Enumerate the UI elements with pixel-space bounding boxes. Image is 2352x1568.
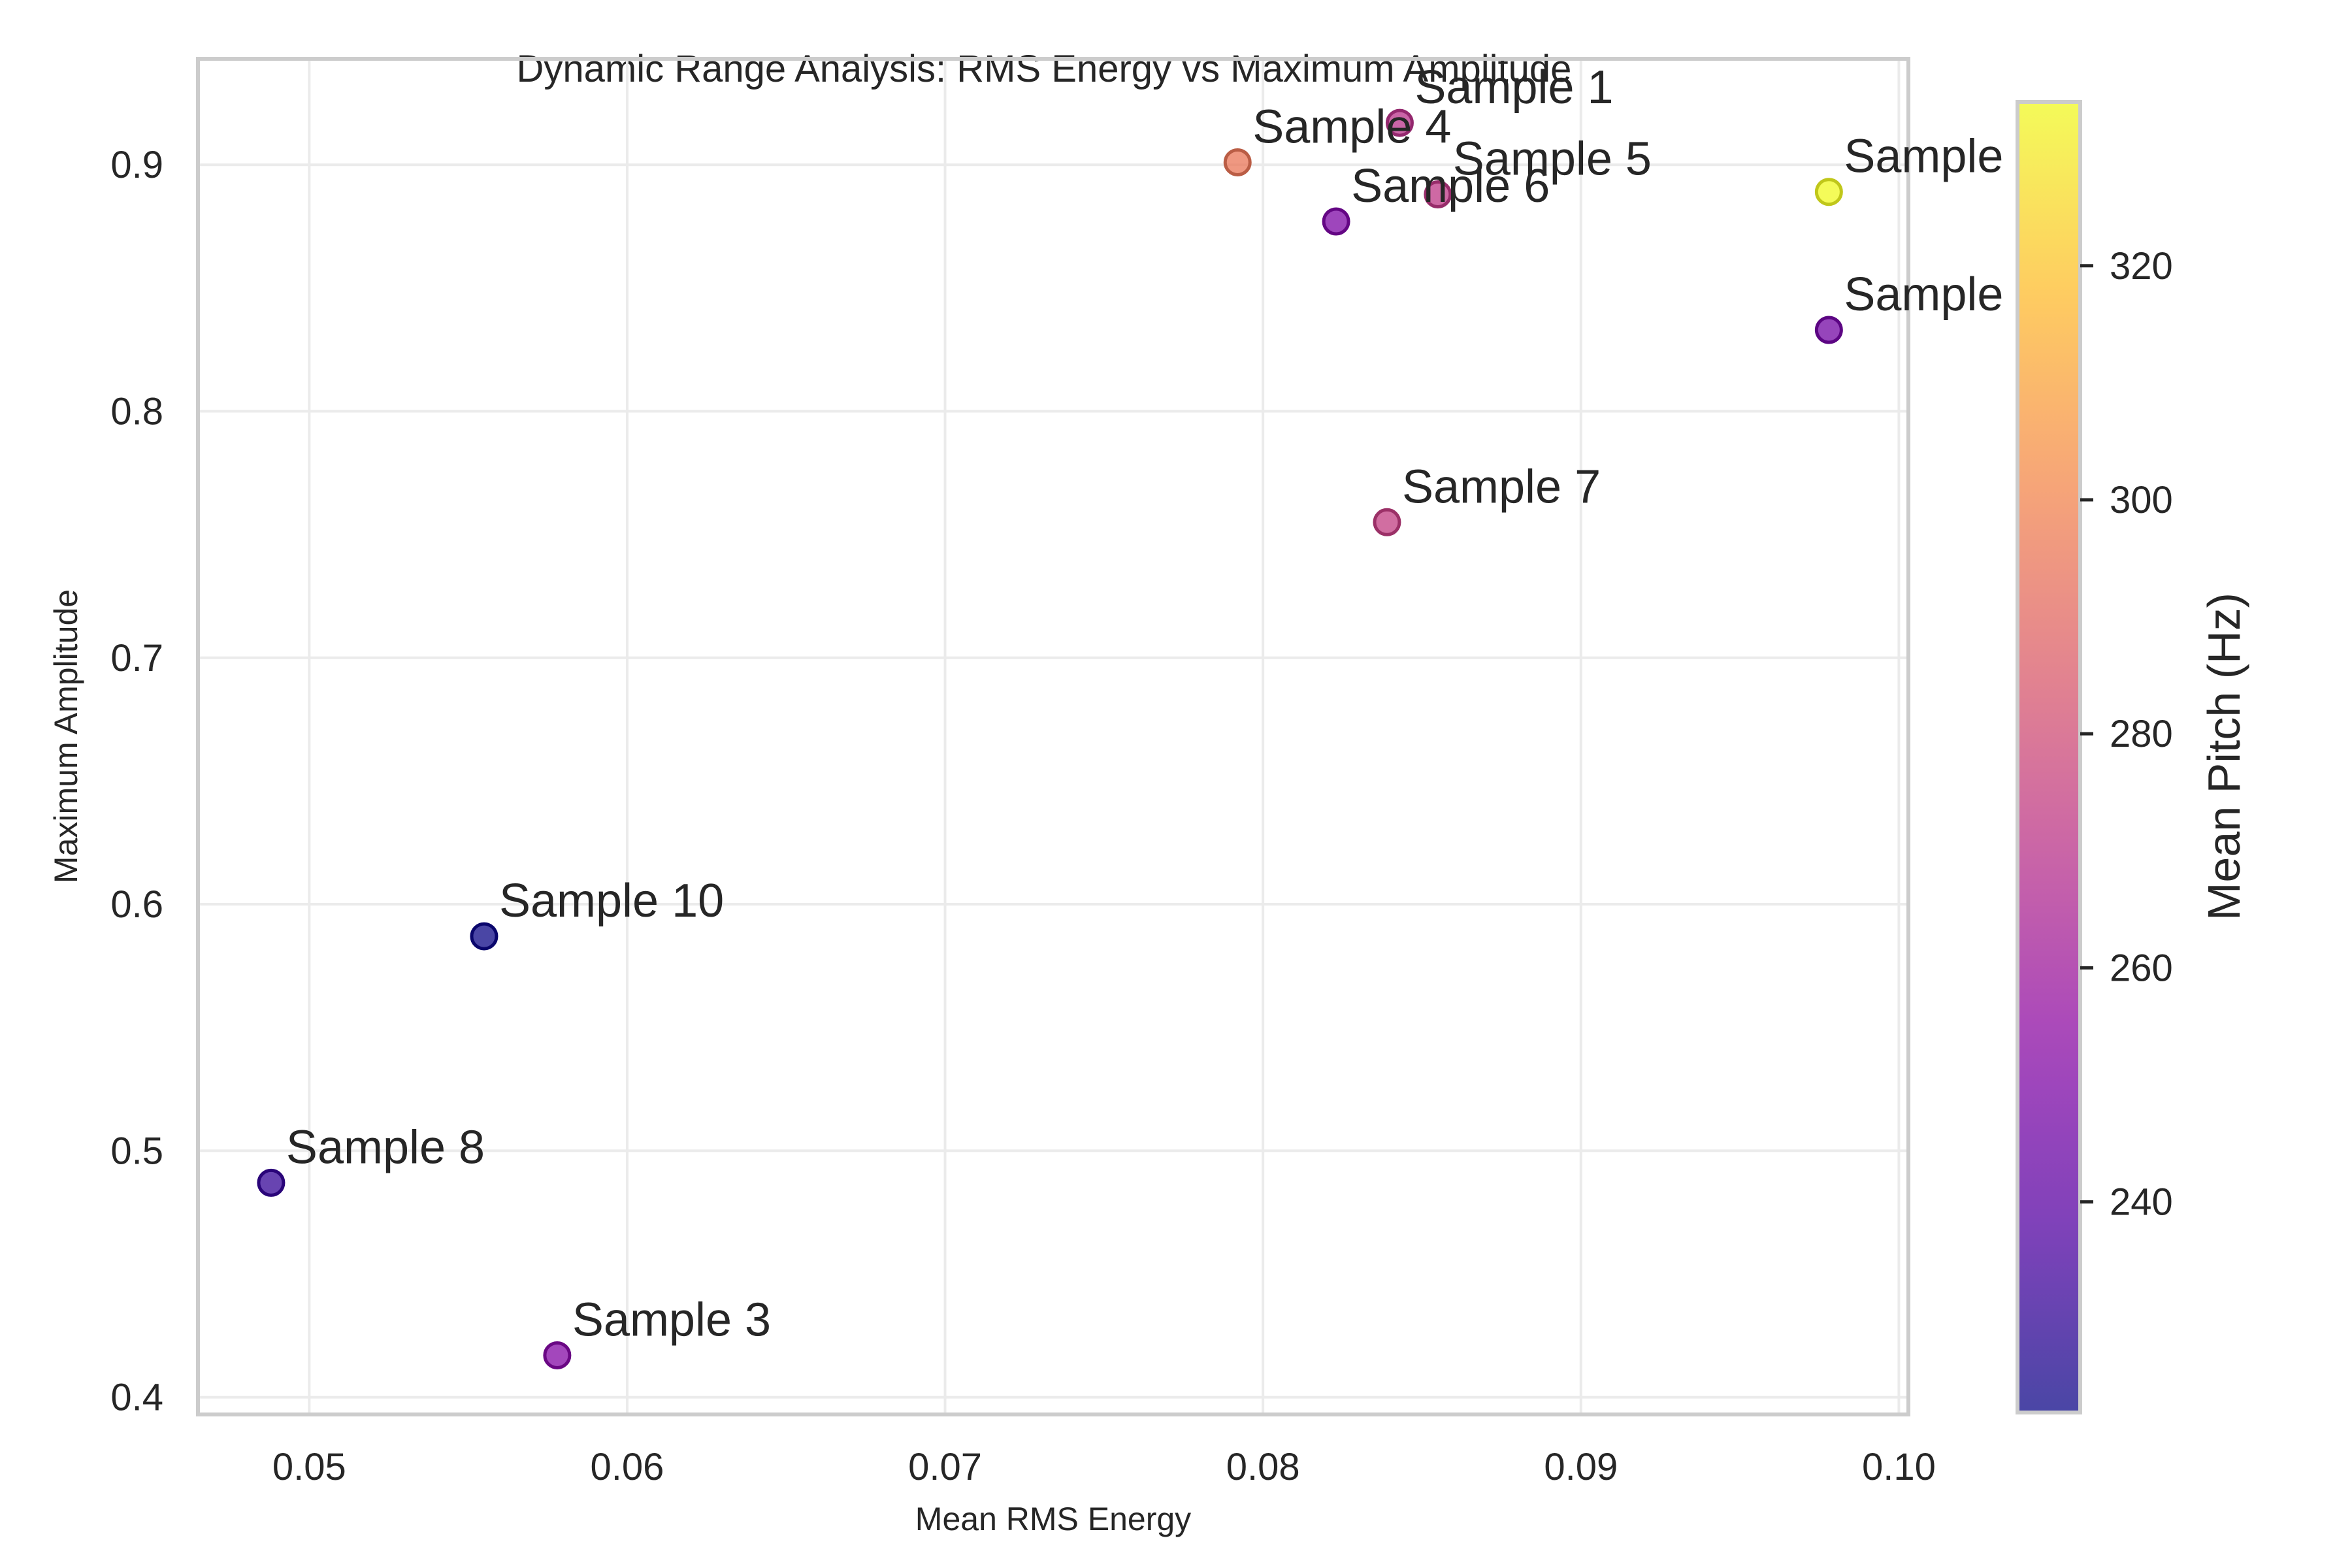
colorbar-tick-label: 260 [2110, 947, 2173, 989]
scatter-point [470, 922, 498, 951]
colorbar-gradient [2017, 102, 2080, 1413]
colorbar-tick-label: 280 [2110, 713, 2173, 755]
colorbar-tick-label: 300 [2110, 479, 2173, 521]
y-tick-label: 0.7 [110, 637, 163, 679]
y-tick-label: 0.9 [110, 144, 163, 186]
y-axis-ticks: 0.4 0.5 0.6 0.7 0.8 0.9 [110, 144, 163, 1418]
scatter-points [257, 108, 1843, 1369]
point-label: Sample 6 [1351, 160, 1550, 212]
x-tick-label: 0.07 [908, 1446, 982, 1488]
x-tick-label: 0.08 [1226, 1446, 1300, 1488]
y-axis-label: Maximum Amplitude [48, 589, 84, 883]
scatter-point [543, 1341, 572, 1369]
y-tick-label: 0.5 [110, 1130, 163, 1172]
scatter-point [1322, 207, 1350, 236]
x-axis-label: Mean RMS Energy [915, 1501, 1191, 1537]
point-label: Sample 5 [1453, 133, 1652, 186]
scatter-point [1373, 508, 1401, 536]
scatter-point [1424, 180, 1452, 208]
colorbar-frame [2016, 100, 2082, 1414]
y-tick-label: 0.6 [110, 883, 163, 926]
scatter-point [1223, 148, 1252, 176]
colorbar-label: Mean Pitch (Hz) [2198, 593, 2249, 921]
x-tick-label: 0.10 [1862, 1446, 1936, 1488]
scatter-point [1814, 178, 1843, 206]
x-tick-label: 0.06 [590, 1446, 664, 1488]
colorbar: 240 260 280 300 320 Mean Pitch (Hz) [2016, 100, 2249, 1414]
colorbar-tick-label: 320 [2110, 245, 2173, 287]
scatter-point [1814, 316, 1843, 344]
point-label: Sample 7 [1402, 461, 1601, 513]
point-label: Sample 8 [286, 1121, 485, 1173]
point-label: Sample 4 [1252, 101, 1451, 153]
x-axis-ticks: 0.05 0.06 0.07 0.08 0.09 0.10 [272, 1446, 1936, 1488]
chart-title: Dynamic Range Analysis: RMS Energy vs Ma… [517, 48, 1572, 90]
y-tick-label: 0.4 [110, 1377, 163, 1419]
scatter-point [1385, 108, 1414, 137]
grid-lines [198, 59, 1908, 1414]
plot-area-frame [196, 57, 1910, 1416]
point-label: Sample [1844, 269, 2003, 321]
scatter-point [257, 1168, 286, 1197]
y-tick-label: 0.8 [110, 391, 163, 433]
x-tick-label: 0.05 [272, 1446, 346, 1488]
x-tick-label: 0.09 [1544, 1446, 1618, 1488]
colorbar-ticks: 240 260 280 300 320 [2080, 245, 2173, 1224]
point-label: Sample 3 [572, 1294, 771, 1346]
colorbar-tick-label: 240 [2110, 1181, 2173, 1224]
point-label: Sample 1 [1414, 61, 1613, 114]
point-label: Sample [1844, 131, 2003, 183]
point-label: Sample 10 [499, 875, 724, 927]
